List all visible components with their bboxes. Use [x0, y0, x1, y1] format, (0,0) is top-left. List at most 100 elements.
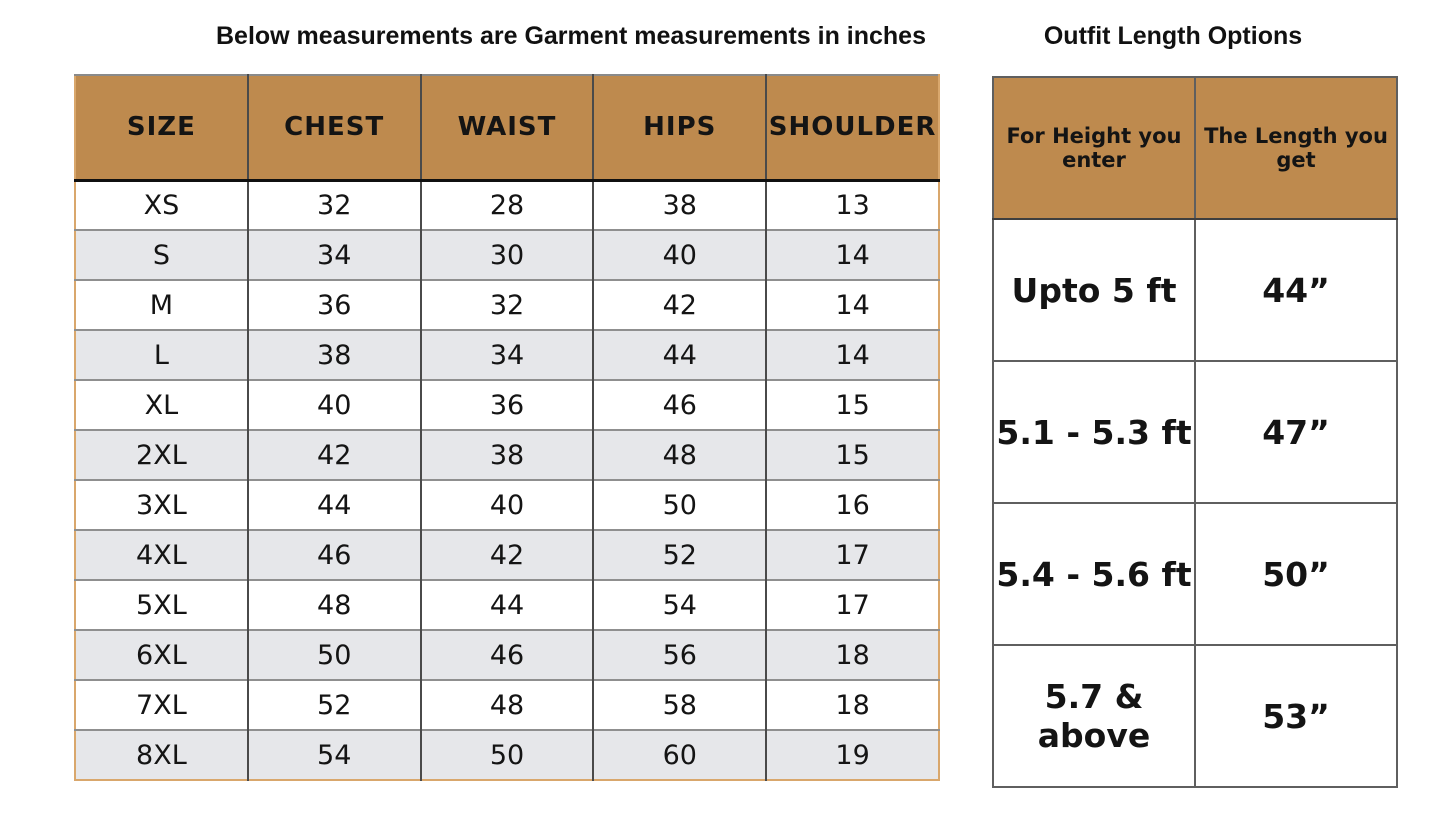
- table-cell: 18: [765, 679, 939, 730]
- table-cell: 14: [765, 229, 939, 280]
- table-cell: 19: [765, 729, 939, 780]
- table-row: 4XL 46 42 52 17: [75, 529, 939, 580]
- table-cell: 16: [765, 479, 939, 530]
- table-cell: 48: [592, 429, 767, 480]
- table-cell: 50: [246, 629, 421, 680]
- table-cell: 5XL: [75, 579, 248, 630]
- table-cell: 54: [246, 729, 421, 780]
- table-cell: 60: [592, 729, 767, 780]
- table-cell: 56: [592, 629, 767, 680]
- table-cell: 17: [765, 579, 939, 630]
- left_table-column-header-shoulder: SHOULDER: [765, 75, 939, 182]
- table-cell: S: [75, 229, 248, 280]
- table-cell: 32: [246, 179, 421, 230]
- table-cell: 47”: [1194, 360, 1398, 504]
- table-cell: 2XL: [75, 429, 248, 480]
- garment-measurements-panel: Below measurements are Garment measureme…: [74, 20, 940, 781]
- table-cell: XS: [75, 179, 248, 230]
- table-cell: 52: [246, 679, 421, 730]
- outfit-length-panel: Outfit Length Options For Height you ent…: [992, 20, 1398, 788]
- outfit-table-body: Upto 5 ft 44” 5.1 - 5.3 ft 47” 5.4 - 5.6 ft 5…: [992, 218, 1398, 788]
- left_table-column-header-size: SIZE: [75, 75, 248, 182]
- table-row: 3XL 44 40 50 16: [75, 479, 939, 530]
- table-cell: 44: [592, 329, 767, 380]
- table-cell: 36: [419, 379, 594, 430]
- table-cell: 40: [419, 479, 594, 530]
- left_table-column-header-hips: HIPS: [592, 75, 767, 182]
- table-cell: 3XL: [75, 479, 248, 530]
- right_table-column-header-for-height-you-enter: For Height you enter: [992, 76, 1196, 220]
- table-cell: L: [75, 329, 248, 380]
- table-cell: 34: [246, 229, 421, 280]
- table-cell: 46: [246, 529, 421, 580]
- table-cell: 40: [592, 229, 767, 280]
- table-cell: 15: [765, 429, 939, 480]
- table-cell: 42: [592, 279, 767, 330]
- table-cell: 5.1 - 5.3 ft: [992, 360, 1196, 504]
- table-cell: 54: [592, 579, 767, 630]
- right_table-column-header-the-length-you-get: The Length you get: [1194, 76, 1398, 220]
- table-cell: 50”: [1194, 502, 1398, 646]
- table-row: 6XL 50 46 56 18: [75, 629, 939, 680]
- table-row: 5XL 48 44 54 17: [75, 579, 939, 630]
- table-row: S 34 30 40 14: [75, 229, 939, 280]
- garment-table-body: XS 32 28 38 13 S 34 30 40 14 M 36 32 42 14 L 38 34 44 14 XL 4…: [75, 179, 939, 780]
- table-row: XL 40 36 46 15: [75, 379, 939, 430]
- table-row: 5.7 & above 53”: [992, 644, 1398, 788]
- table-row: 7XL 52 48 58 18: [75, 679, 939, 730]
- table-cell: 18: [765, 629, 939, 680]
- table-cell: 48: [246, 579, 421, 630]
- table-cell: 38: [246, 329, 421, 380]
- garment-measurements-table: SIZE CHEST WAIST HIPS SHOULDER XS 32 28 38 13 S 34…: [74, 74, 940, 781]
- outfit-table-header-row: For Height you enter The Length you get: [992, 76, 1398, 220]
- table-row: 8XL 54 50 60 19: [75, 729, 939, 780]
- table-row: Upto 5 ft 44”: [992, 218, 1398, 362]
- table-cell: 40: [246, 379, 421, 430]
- outfit-length-table: For Height you enter The Length you get U…: [992, 76, 1398, 788]
- table-row: XS 32 28 38 13: [75, 179, 939, 230]
- table-cell: 38: [592, 179, 767, 230]
- table-cell: 34: [419, 329, 594, 380]
- table-cell: 52: [592, 529, 767, 580]
- table-cell: 46: [419, 629, 594, 680]
- table-row: 2XL 42 38 48 15: [75, 429, 939, 480]
- table-cell: 30: [419, 229, 594, 280]
- table-cell: 48: [419, 679, 594, 730]
- table-cell: 42: [246, 429, 421, 480]
- table-cell: 7XL: [75, 679, 248, 730]
- table-cell: 28: [419, 179, 594, 230]
- left_table-column-header-waist: WAIST: [419, 75, 594, 182]
- table-cell: 13: [765, 179, 939, 230]
- table-cell: 8XL: [75, 729, 248, 780]
- table-cell: Upto 5 ft: [992, 218, 1196, 362]
- table-cell: 4XL: [75, 529, 248, 580]
- table-cell: 5.7 & above: [992, 644, 1196, 788]
- table-cell: 15: [765, 379, 939, 430]
- table-row: 5.1 - 5.3 ft 47”: [992, 360, 1398, 504]
- table-cell: 58: [592, 679, 767, 730]
- table-row: L 38 34 44 14: [75, 329, 939, 380]
- outfit-length-title: Outfit Length Options: [1043, 22, 1303, 50]
- garment-measurements-title: Below measurements are Garment measureme…: [215, 22, 926, 50]
- table-cell: 36: [246, 279, 421, 330]
- table-cell: 5.4 - 5.6 ft: [992, 502, 1196, 646]
- table-cell: 44: [419, 579, 594, 630]
- table-cell: 6XL: [75, 629, 248, 680]
- table-row: M 36 32 42 14: [75, 279, 939, 330]
- table-cell: 44”: [1194, 218, 1398, 362]
- table-cell: 42: [419, 529, 594, 580]
- table-cell: 50: [592, 479, 767, 530]
- table-cell: XL: [75, 379, 248, 430]
- table-row: 5.4 - 5.6 ft 50”: [992, 502, 1398, 646]
- table-cell: 32: [419, 279, 594, 330]
- table-cell: 14: [765, 279, 939, 330]
- table-cell: 44: [246, 479, 421, 530]
- table-cell: 14: [765, 329, 939, 380]
- table-cell: 46: [592, 379, 767, 430]
- table-cell: 17: [765, 529, 939, 580]
- table-cell: 53”: [1194, 644, 1398, 788]
- garment-table-header-row: SIZE CHEST WAIST HIPS SHOULDER: [75, 75, 939, 182]
- table-cell: 38: [419, 429, 594, 480]
- left_table-column-header-chest: CHEST: [246, 75, 421, 182]
